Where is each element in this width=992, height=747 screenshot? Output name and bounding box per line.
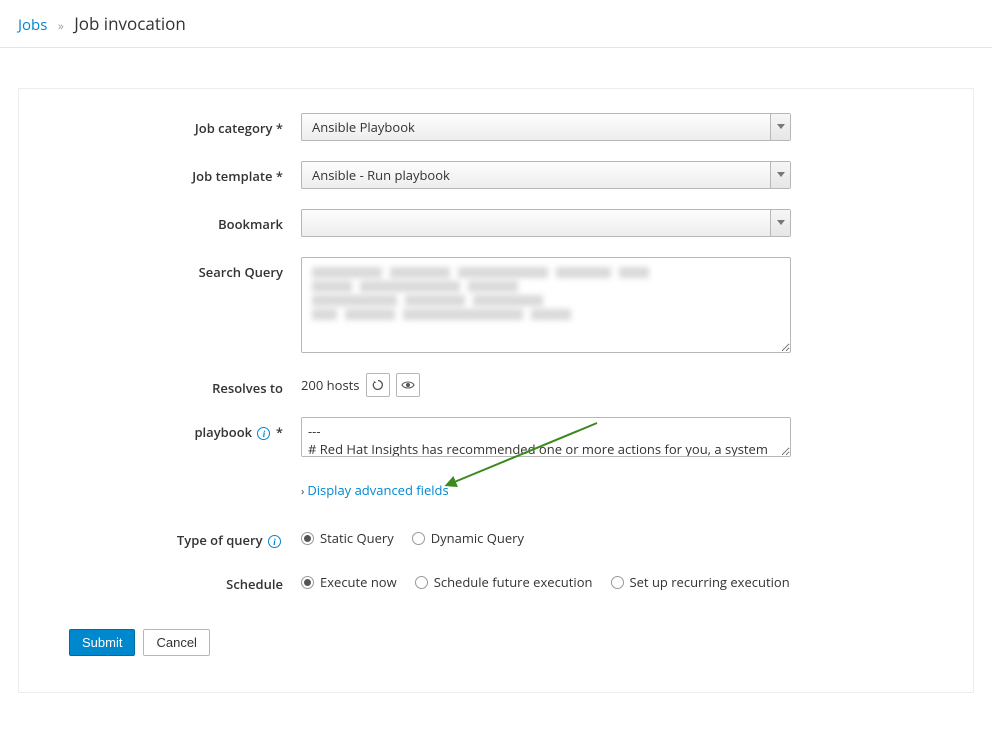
page-title: Job invocation (74, 12, 186, 35)
select-job-template-value: Ansible - Run playbook (312, 166, 450, 184)
label-schedule: Schedule (69, 569, 301, 593)
select-job-category[interactable]: Ansible Playbook (301, 113, 791, 141)
label-bookmark: Bookmark (69, 209, 301, 233)
label-resolves-to: Resolves to (69, 373, 301, 397)
refresh-button[interactable] (366, 373, 390, 397)
radio-execute-now-label: Execute now (320, 573, 397, 591)
breadcrumb-separator: » (58, 17, 64, 34)
search-query-redacted (302, 258, 790, 329)
radio-recurring[interactable] (611, 576, 624, 589)
radio-schedule-future[interactable] (415, 576, 428, 589)
label-search-query: Search Query (69, 257, 301, 281)
radio-static-query-label: Static Query (320, 529, 394, 547)
label-type-of-query: Type of query i (69, 525, 301, 549)
radio-dynamic-query-label: Dynamic Query (431, 529, 524, 547)
radio-static-query[interactable] (301, 532, 314, 545)
submit-button[interactable]: Submit (69, 629, 135, 656)
playbook-textarea[interactable] (301, 417, 791, 457)
preview-button[interactable] (396, 373, 420, 397)
breadcrumb-link-jobs[interactable]: Jobs (18, 15, 47, 35)
info-icon[interactable]: i (257, 427, 270, 440)
resolves-to-value: 200 hosts (301, 376, 360, 394)
cancel-button[interactable]: Cancel (143, 629, 209, 656)
caret-right-icon: › (301, 484, 304, 499)
label-job-category: Job category * (69, 113, 301, 137)
radio-recurring-label: Set up recurring execution (630, 573, 790, 591)
chevron-down-icon (770, 210, 790, 236)
chevron-down-icon (770, 114, 790, 140)
label-type-of-query-text: Type of query (177, 531, 263, 549)
select-bookmark[interactable] (301, 209, 791, 237)
chevron-down-icon (770, 162, 790, 188)
label-playbook-required: * (276, 423, 283, 441)
form-panel: Job category * Ansible Playbook Job temp… (18, 88, 974, 693)
label-playbook: playbook i * (69, 417, 301, 441)
search-query-textarea[interactable] (301, 257, 791, 353)
radio-dynamic-query[interactable] (412, 532, 425, 545)
radio-schedule-future-label: Schedule future execution (434, 573, 593, 591)
breadcrumb: Jobs » Job invocation (0, 0, 992, 48)
radio-execute-now[interactable] (301, 576, 314, 589)
info-icon[interactable]: i (268, 535, 281, 548)
select-job-category-value: Ansible Playbook (312, 118, 415, 136)
eye-icon (401, 380, 415, 390)
label-job-template: Job template * (69, 161, 301, 185)
display-advanced-link[interactable]: Display advanced fields (307, 481, 448, 499)
refresh-icon (372, 379, 384, 391)
label-playbook-text: playbook (194, 423, 252, 441)
select-job-template[interactable]: Ansible - Run playbook (301, 161, 791, 189)
